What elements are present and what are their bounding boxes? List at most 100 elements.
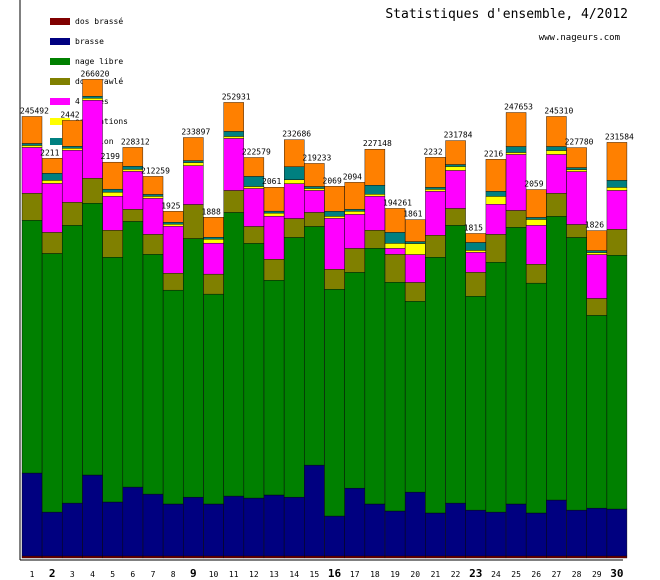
bar-segment	[344, 555, 365, 559]
bar-segment	[425, 257, 446, 514]
bar-segment	[344, 211, 365, 215]
bar-segment	[21, 147, 43, 194]
bar-segment	[324, 186, 345, 212]
bar-segment	[304, 226, 325, 466]
bar-segment	[183, 204, 204, 239]
bar-segment	[82, 79, 103, 97]
bar-segment	[162, 222, 184, 225]
bar-segment	[223, 212, 244, 497]
total-label: 212259	[141, 166, 170, 175]
bar-segment	[606, 555, 628, 559]
x-tick-label: 3	[70, 570, 75, 579]
x-tick-label: 15	[310, 570, 320, 579]
bar-segment	[21, 472, 43, 557]
x-tick-label: 22	[451, 570, 461, 579]
bar-segment	[162, 289, 184, 505]
bar-segment	[445, 555, 466, 559]
bar-segment	[566, 169, 587, 172]
bar-segment	[304, 212, 325, 227]
bar-segment	[445, 166, 466, 171]
bar-segment	[263, 215, 285, 260]
bar-segment	[62, 202, 83, 226]
bar-segment	[324, 515, 345, 557]
bar-segment	[485, 262, 507, 513]
bar-segment	[546, 499, 567, 557]
total-label: 227148	[363, 139, 392, 148]
bar-segment	[82, 474, 103, 557]
bar-segment	[183, 160, 204, 163]
bar-segment	[122, 209, 144, 222]
bar-segment	[263, 259, 285, 281]
bar-segment	[465, 272, 486, 297]
bar-segment	[263, 210, 285, 214]
bar-segment	[364, 194, 386, 197]
bar-segment	[606, 180, 628, 188]
bar-segment	[82, 98, 103, 101]
bar-segment	[606, 508, 628, 557]
bar-segment	[62, 146, 83, 149]
x-tick-label: 27	[552, 570, 562, 579]
bar-segment	[223, 102, 244, 132]
bar-segment	[586, 298, 607, 316]
x-tick-label: 28	[572, 570, 582, 579]
bar-segment	[122, 486, 144, 557]
bar-segment	[505, 112, 527, 147]
bar-segment	[284, 139, 305, 167]
bar-segment	[546, 154, 567, 194]
bar-segment	[364, 195, 386, 231]
x-tick-label: 20	[410, 570, 420, 579]
bar-segment	[586, 315, 607, 509]
legend-swatch	[50, 38, 70, 45]
bar-segment	[526, 217, 547, 220]
bar-segment	[324, 555, 345, 559]
bar-segment	[243, 243, 265, 499]
bar-segment	[566, 171, 587, 225]
bar-segment	[41, 173, 63, 181]
bar-segment	[62, 555, 83, 559]
total-label: 1815	[464, 223, 483, 232]
bar-segment	[284, 237, 305, 498]
bar-segment	[546, 193, 567, 217]
total-label: 252931	[222, 92, 251, 101]
legend-swatch	[50, 118, 70, 125]
x-tick-label: 13	[269, 570, 279, 579]
bar-segment	[324, 269, 345, 290]
bar-segment	[304, 188, 325, 191]
bar-segment	[505, 152, 527, 155]
bar-segment	[102, 188, 123, 193]
bar-segment	[162, 224, 184, 227]
total-label: 222579	[242, 148, 271, 157]
bar-segment	[324, 289, 345, 517]
chart-title: Statistiques d'ensemble, 4/2012	[385, 7, 628, 22]
bar-segment	[405, 491, 426, 557]
bar-segment	[586, 230, 607, 251]
bar-segment	[384, 248, 406, 255]
bar-segment	[21, 145, 43, 148]
total-label: 2442	[60, 110, 79, 119]
bar-segment	[243, 176, 265, 187]
bar-segment	[465, 555, 486, 559]
bar-segment	[364, 149, 386, 186]
bar-segment	[122, 171, 144, 210]
bar-segment	[586, 250, 607, 253]
bar-segment	[384, 555, 406, 559]
chart-subtitle: www.nageurs.com	[539, 33, 620, 43]
x-tick-label: 12	[249, 570, 259, 579]
total-label: 227780	[565, 138, 594, 147]
bar-segment	[526, 264, 547, 284]
bar-segment	[243, 497, 265, 557]
bar-segment	[223, 136, 244, 139]
bar-segment	[364, 230, 386, 249]
bar-segment	[364, 248, 386, 505]
bar-segment	[82, 96, 103, 99]
bar-segment	[425, 187, 446, 190]
bar-segment	[405, 241, 426, 244]
bar-segment	[606, 142, 628, 181]
bar-segment	[263, 494, 285, 557]
bar-segment	[586, 252, 607, 255]
x-tick-label: 17	[350, 570, 360, 579]
bar-segment	[62, 225, 83, 504]
x-tick-label: 11	[229, 570, 239, 579]
bar-segment	[122, 147, 144, 167]
